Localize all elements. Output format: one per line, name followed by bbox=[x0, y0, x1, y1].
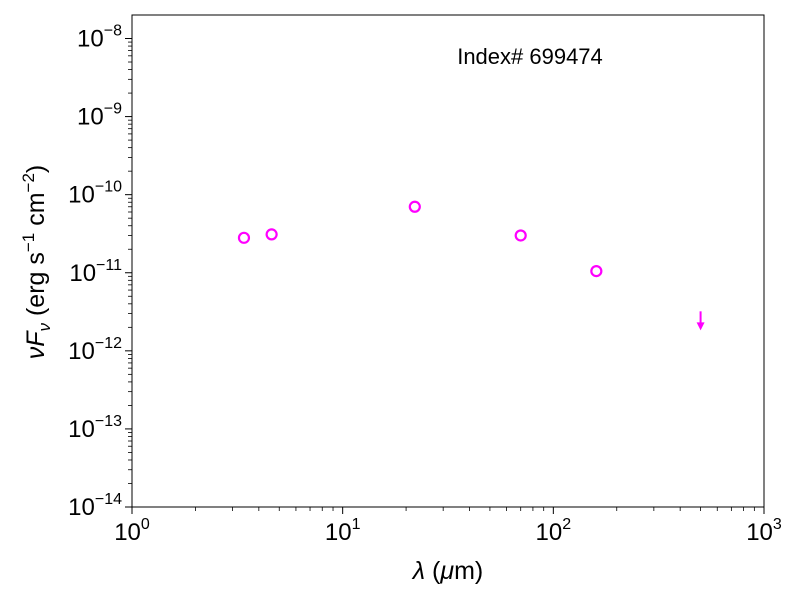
y-axis-label-unit-1: (erg s bbox=[22, 252, 50, 323]
plot-frame bbox=[131, 14, 765, 508]
y-axis-label-f: F bbox=[22, 330, 50, 347]
y-axis-label-unit-2: cm bbox=[22, 192, 50, 232]
x-tick-label: 103 bbox=[746, 516, 782, 546]
y-tick-label: 10−9 bbox=[77, 101, 122, 131]
y-axis: 10−14 10−13 10−12 10−11 10−10 10−9 10−8 bbox=[68, 23, 132, 521]
y-axis-label-exp-2: −2 bbox=[19, 173, 38, 192]
x-axis-label-open: ( bbox=[425, 557, 441, 585]
data-markers bbox=[237, 200, 705, 331]
x-axis-label: λ (μm) bbox=[411, 557, 483, 585]
x-axis-label-mu: μ bbox=[439, 557, 454, 585]
chart-annotation: Index# 699474 bbox=[457, 44, 603, 69]
y-tick-label: 10−11 bbox=[69, 257, 122, 287]
x-axis-label-unit: m) bbox=[454, 557, 483, 585]
y-tick-label: 10−12 bbox=[68, 335, 122, 365]
y-tick-label: 10−14 bbox=[68, 491, 122, 521]
x-axis: 100 101 102 103 bbox=[114, 507, 782, 546]
x-tick-label: 102 bbox=[536, 516, 572, 546]
y-axis-label-exp-1: −1 bbox=[19, 233, 38, 252]
x-tick-label: 101 bbox=[325, 516, 361, 546]
y-axis-label-sub: ν bbox=[35, 322, 54, 331]
upper-limit-arrow bbox=[696, 311, 705, 331]
y-tick-label: 10−13 bbox=[68, 413, 122, 443]
y-tick-label: 10−10 bbox=[68, 179, 122, 209]
data-point bbox=[514, 229, 527, 242]
x-tick-label: 100 bbox=[114, 516, 150, 546]
y-axis-label-close: ) bbox=[22, 165, 50, 173]
x-axis-label-symbol: λ bbox=[411, 557, 425, 585]
data-point bbox=[265, 228, 278, 241]
y-axis-label-nu: ν bbox=[22, 346, 50, 359]
data-point bbox=[408, 200, 421, 213]
data-point bbox=[237, 231, 251, 244]
y-axis-label: νFν (erg s−1 cm−2) bbox=[19, 165, 54, 360]
y-tick-label: 10−8 bbox=[77, 23, 122, 53]
data-point bbox=[590, 264, 603, 278]
